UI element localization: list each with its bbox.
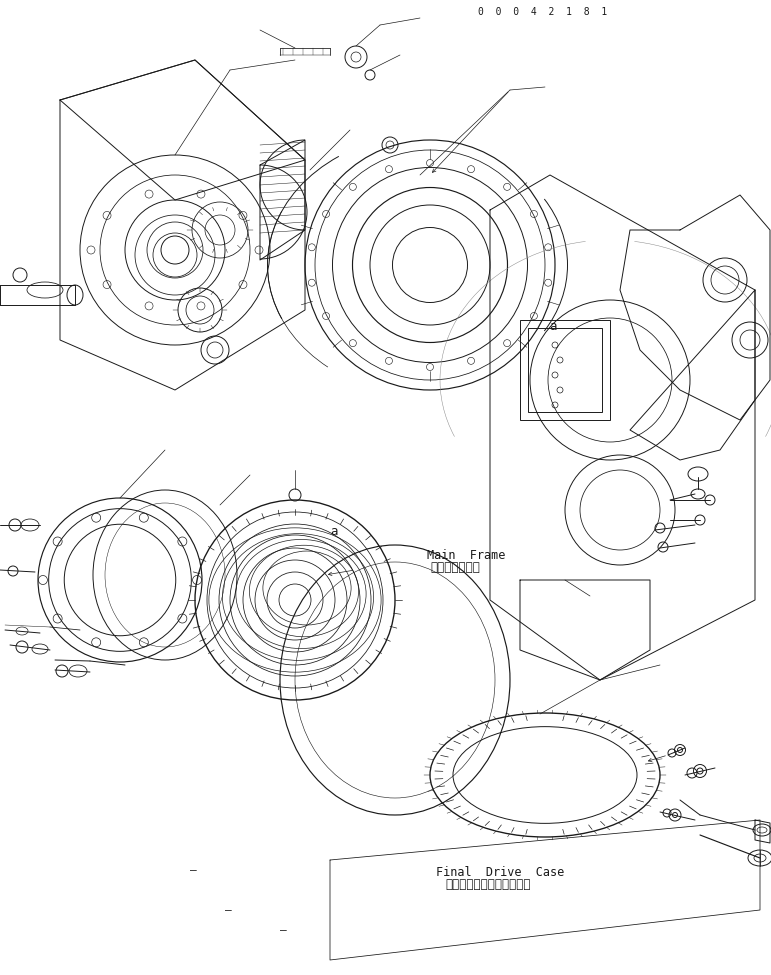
Text: メインフレーム: メインフレーム [430, 561, 480, 574]
Bar [520, 320, 610, 420]
Text: a: a [549, 320, 557, 333]
Text: Main  Frame: Main Frame [427, 549, 506, 563]
Text: Final  Drive  Case: Final Drive Case [436, 866, 564, 879]
Text: ファイナルドライブケース: ファイナルドライブケース [446, 878, 531, 891]
Text: 0  0  0  4  2  1  8  1: 0 0 0 4 2 1 8 1 [478, 7, 608, 17]
Text: –: – [280, 925, 287, 935]
Bar [528, 328, 602, 412]
Text: –: – [190, 865, 197, 875]
Text: a: a [330, 525, 338, 538]
Text: –: – [225, 905, 232, 915]
